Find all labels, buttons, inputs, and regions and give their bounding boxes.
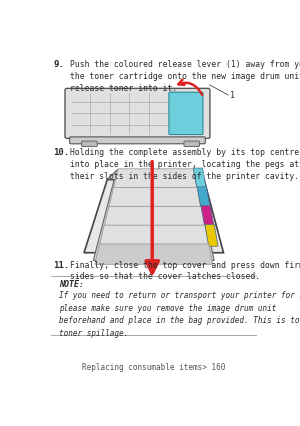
Polygon shape bbox=[100, 226, 209, 246]
Polygon shape bbox=[193, 169, 206, 190]
Text: Finally, close the top cover and press down firmly at both
sides so that the cov: Finally, close the top cover and press d… bbox=[70, 260, 300, 281]
Text: If you need to return or transport your printer for any reason,
please make sure: If you need to return or transport your … bbox=[59, 291, 300, 337]
Polygon shape bbox=[84, 180, 224, 253]
Text: Replacing consumable items> 160: Replacing consumable items> 160 bbox=[82, 362, 225, 371]
FancyBboxPatch shape bbox=[70, 138, 205, 144]
Polygon shape bbox=[104, 207, 205, 227]
Text: 10.: 10. bbox=[53, 148, 69, 157]
Polygon shape bbox=[197, 187, 210, 209]
Text: Push the coloured release lever (1) away from you to lock
the toner cartridge on: Push the coloured release lever (1) away… bbox=[70, 60, 300, 93]
Polygon shape bbox=[95, 245, 213, 265]
Polygon shape bbox=[205, 225, 218, 247]
Polygon shape bbox=[109, 188, 201, 208]
Text: NOTE:: NOTE: bbox=[59, 279, 84, 288]
Polygon shape bbox=[107, 171, 204, 180]
Text: 1: 1 bbox=[230, 91, 235, 100]
FancyBboxPatch shape bbox=[169, 93, 203, 135]
FancyBboxPatch shape bbox=[65, 89, 210, 139]
FancyBboxPatch shape bbox=[82, 142, 97, 147]
Polygon shape bbox=[113, 170, 197, 190]
Text: 11.: 11. bbox=[53, 260, 69, 269]
Text: 9.: 9. bbox=[53, 60, 64, 69]
Polygon shape bbox=[93, 171, 214, 261]
Text: Holding the complete assembly by its top centre, lower it
into place in the prin: Holding the complete assembly by its top… bbox=[70, 148, 300, 181]
FancyBboxPatch shape bbox=[184, 142, 200, 147]
Polygon shape bbox=[201, 206, 214, 228]
